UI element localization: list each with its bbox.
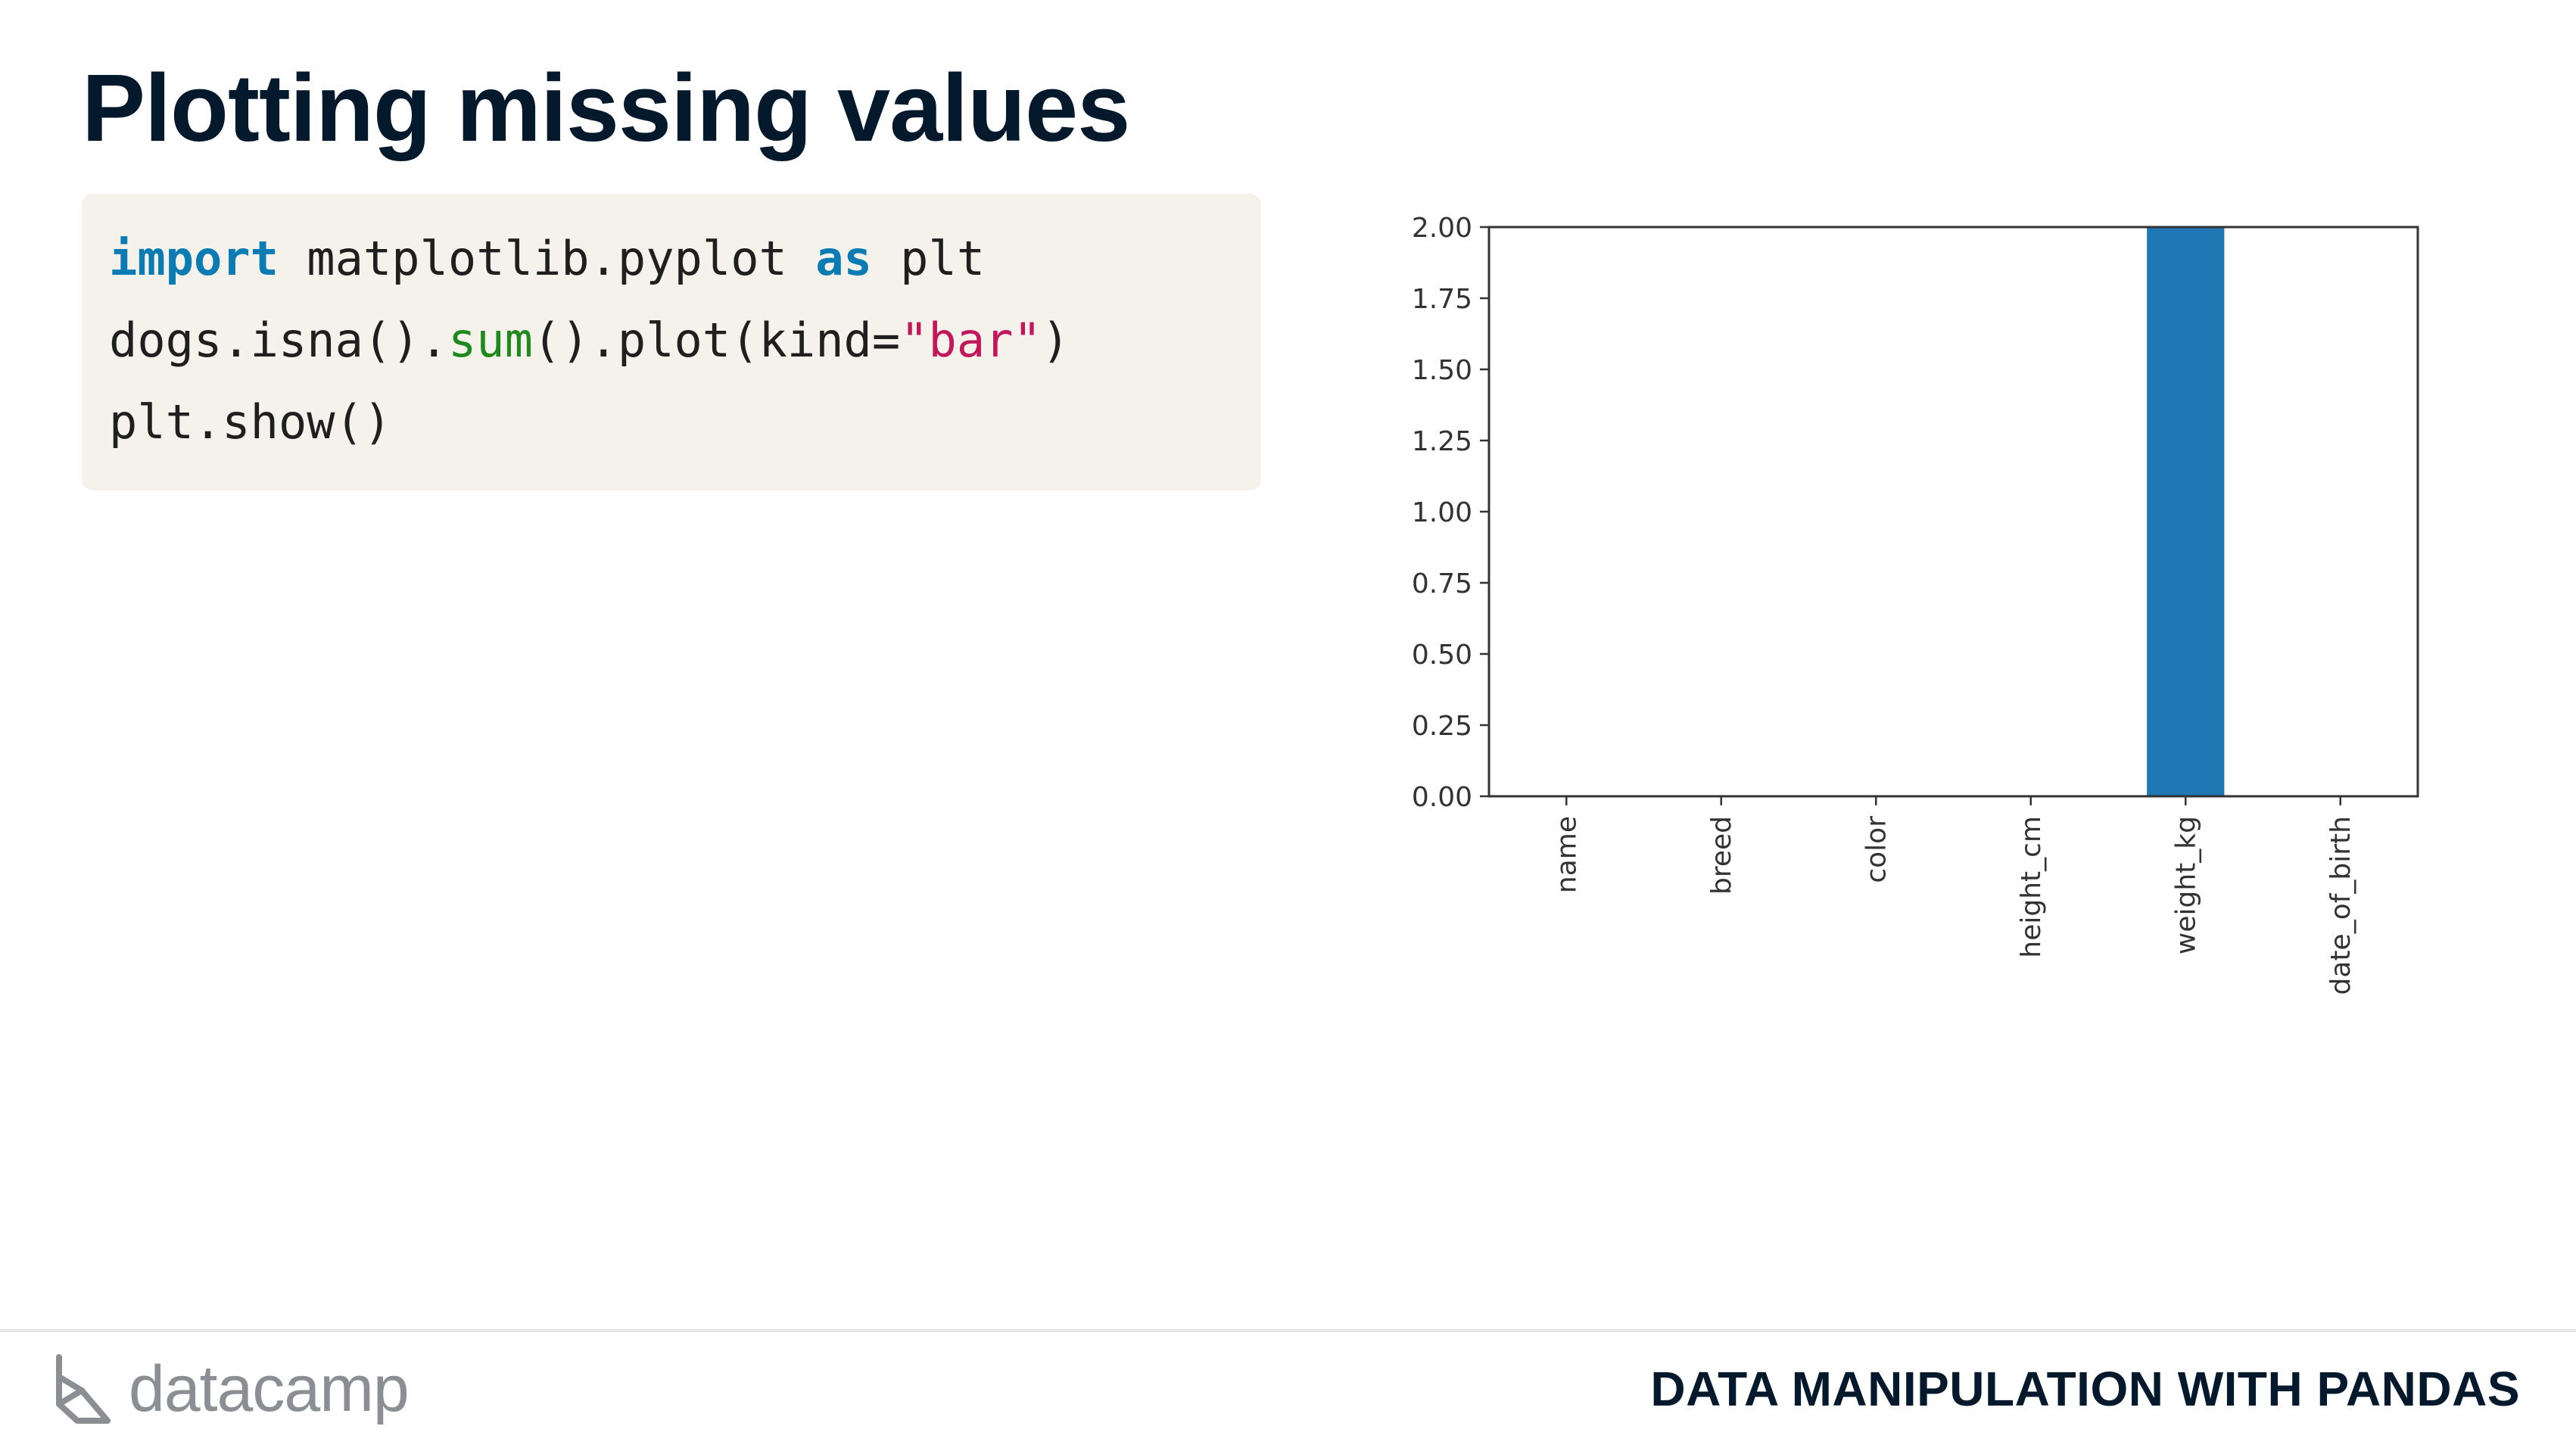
- code-suffix: ): [1041, 313, 1070, 368]
- code-line-show: plt.show(): [109, 381, 1234, 463]
- x-tick-label: breed: [1706, 816, 1737, 895]
- x-tick-label: weight_kg: [2170, 816, 2201, 954]
- y-tick-label: 1.00: [1412, 497, 1472, 528]
- y-tick-label: 1.50: [1412, 355, 1472, 386]
- code-show: plt.show(): [109, 394, 392, 450]
- chart-svg: 0.00 0.25 0.50 0.75 1.00 1.25 1.50 1.75 2.00 name…: [1412, 213, 2419, 995]
- course-title: DATA MANIPULATION WITH PANDAS: [1650, 1362, 2520, 1416]
- code-prefix: dogs.isna().: [109, 313, 448, 368]
- datacamp-logo-text: datacamp: [129, 1353, 410, 1425]
- y-tick-label: 2.00: [1412, 213, 1472, 244]
- footer-divider: [0, 1329, 2576, 1332]
- module-alias: plt: [871, 231, 986, 286]
- function-sum: sum: [447, 313, 533, 368]
- keyword-as: as: [815, 231, 872, 286]
- page-title: Plotting missing values: [82, 54, 1130, 161]
- x-tick-label: name: [1551, 816, 1582, 893]
- datacamp-logo-icon: [56, 1354, 111, 1424]
- x-tick-label: color: [1861, 816, 1892, 883]
- x-tick-label: date_of_birth: [2325, 816, 2356, 995]
- module-name: matplotlib.pyplot: [278, 231, 816, 286]
- keyword-import: import: [109, 231, 279, 286]
- y-tick-label: 1.75: [1412, 284, 1472, 315]
- string-bar: "bar": [900, 313, 1042, 368]
- bar-chart: 0.00 0.25 0.50 0.75 1.00 1.25 1.50 1.75 2.00 name…: [1363, 204, 2453, 1052]
- x-tick-label: height_cm: [2016, 816, 2047, 958]
- y-tick-label: 0.25: [1412, 711, 1472, 742]
- plot-frame: [1487, 226, 2419, 798]
- code-middle: ().plot(kind=: [532, 313, 901, 368]
- datacamp-logo: datacamp: [51, 1347, 410, 1431]
- bar-weight_kg: [2147, 227, 2225, 796]
- code-line-import: import matplotlib.pyplot as plt: [109, 218, 1234, 300]
- y-tick-label: 0.50: [1412, 640, 1472, 671]
- y-tick-label: 1.25: [1412, 426, 1472, 457]
- y-tick-label: 0.75: [1412, 568, 1472, 599]
- code-line-plot: dogs.isna().sum().plot(kind="bar"): [109, 300, 1234, 381]
- y-tick-label: 0.00: [1412, 782, 1472, 813]
- code-block: import matplotlib.pyplot as plt dogs.isn…: [82, 194, 1261, 490]
